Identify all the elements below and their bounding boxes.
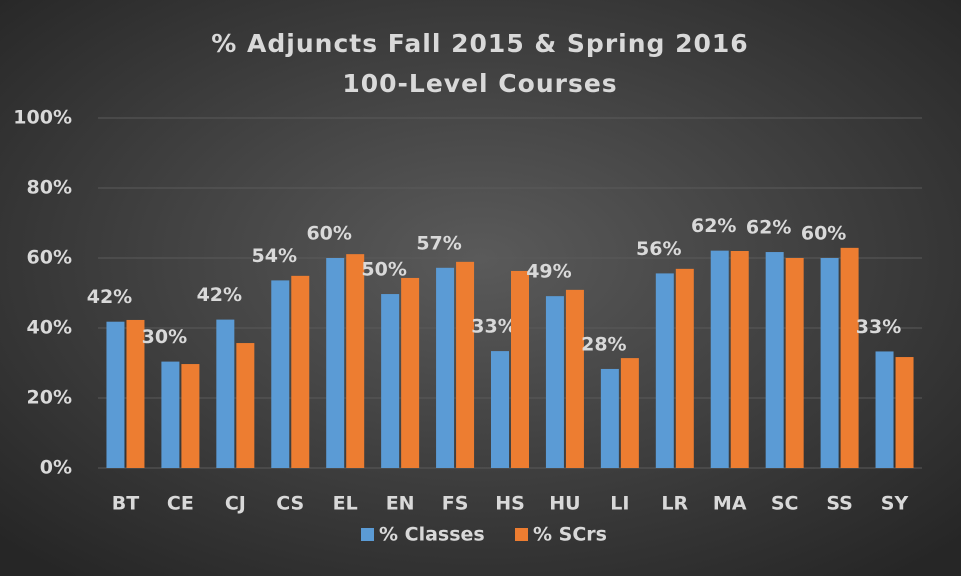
bar — [820, 258, 839, 468]
data-label: 42% — [87, 286, 132, 308]
data-label: 42% — [197, 284, 242, 306]
legend-label: % Classes — [379, 524, 485, 546]
bar — [840, 247, 859, 468]
x-tick-label: HU — [549, 493, 580, 515]
x-tick-label: CJ — [225, 493, 246, 515]
bar — [181, 364, 200, 468]
data-label: 60% — [306, 223, 351, 245]
data-label: 56% — [636, 238, 681, 260]
bar — [655, 273, 674, 468]
bar — [675, 268, 694, 468]
bar — [875, 351, 894, 468]
bar — [161, 361, 180, 468]
x-tick-label: SY — [881, 493, 909, 515]
bar — [600, 368, 619, 468]
bar — [126, 319, 145, 468]
legend-swatch — [361, 528, 374, 541]
bar — [730, 251, 749, 468]
x-tick-label: CE — [167, 493, 194, 515]
x-tick-label: SS — [826, 493, 853, 515]
x-tick-label: BT — [112, 493, 139, 515]
bar — [346, 254, 365, 468]
bar — [545, 296, 564, 468]
x-tick-label: EL — [333, 493, 358, 515]
x-tick-label: FS — [442, 493, 469, 515]
chart-subtitle: 100-Level Courses — [342, 69, 617, 98]
bar — [291, 275, 310, 468]
legend-label: % SCrs — [533, 524, 607, 546]
bar — [710, 250, 729, 468]
y-tick-label: 40% — [27, 317, 72, 339]
data-label: 33% — [471, 316, 516, 338]
data-label: 28% — [581, 333, 626, 355]
bar — [436, 267, 455, 468]
data-label: 49% — [526, 261, 571, 283]
y-tick-label: 20% — [27, 387, 72, 409]
x-tick-label: SC — [771, 493, 799, 515]
x-tick-label: CS — [276, 493, 304, 515]
data-label: 60% — [801, 223, 846, 245]
chart-title: % Adjuncts Fall 2015 & Spring 2016 — [211, 29, 748, 58]
x-tick-label: MA — [713, 493, 747, 515]
bar — [785, 258, 804, 468]
bar — [401, 277, 420, 468]
bar — [511, 270, 529, 468]
x-tick-label: LR — [661, 493, 688, 515]
y-tick-label: 80% — [27, 177, 72, 199]
bar — [620, 358, 639, 468]
bar — [216, 319, 235, 468]
y-tick-label: 60% — [27, 247, 72, 269]
data-label: 62% — [691, 215, 736, 237]
y-tick-label: 0% — [40, 457, 72, 479]
bar — [765, 252, 784, 468]
bar — [491, 351, 509, 468]
legend-swatch — [515, 528, 528, 541]
bar — [236, 343, 255, 468]
bar — [456, 261, 475, 468]
data-label: 62% — [746, 217, 791, 239]
y-tick-label: 100% — [13, 107, 72, 129]
bar — [895, 357, 914, 468]
data-label: 50% — [361, 259, 406, 281]
data-label: 30% — [142, 326, 187, 348]
data-label: 57% — [416, 232, 461, 254]
x-tick-label: EN — [386, 493, 415, 515]
bar — [326, 258, 345, 468]
bar — [106, 321, 125, 468]
bar — [271, 280, 290, 468]
x-tick-label: LI — [610, 493, 629, 515]
data-label: 54% — [252, 245, 297, 267]
bar — [565, 289, 584, 468]
bar — [381, 294, 400, 468]
data-label: 33% — [856, 316, 901, 338]
x-tick-label: HS — [495, 493, 525, 515]
